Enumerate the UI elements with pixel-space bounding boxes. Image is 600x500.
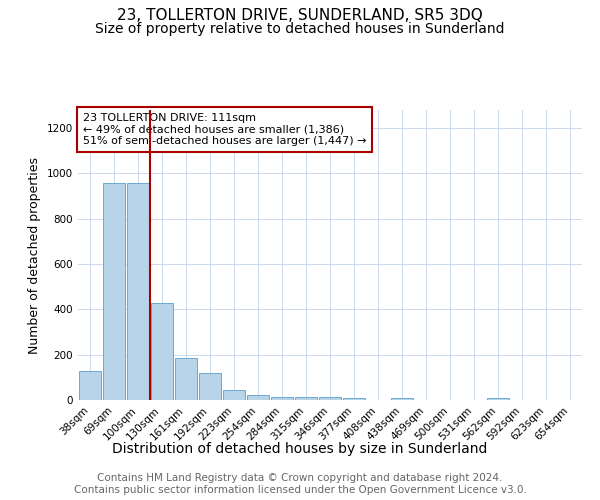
Text: 23, TOLLERTON DRIVE, SUNDERLAND, SR5 3DQ: 23, TOLLERTON DRIVE, SUNDERLAND, SR5 3DQ <box>117 8 483 22</box>
Bar <box>295 396 317 400</box>
Bar <box>175 358 197 400</box>
Text: Distribution of detached houses by size in Sunderland: Distribution of detached houses by size … <box>112 442 488 456</box>
Bar <box>127 182 149 400</box>
Bar <box>223 390 245 400</box>
Y-axis label: Number of detached properties: Number of detached properties <box>28 156 41 354</box>
Bar <box>319 396 341 400</box>
Bar <box>79 370 101 400</box>
Bar <box>391 398 413 400</box>
Bar <box>151 302 173 400</box>
Bar <box>271 396 293 400</box>
Bar <box>487 398 509 400</box>
Text: Contains HM Land Registry data © Crown copyright and database right 2024.
Contai: Contains HM Land Registry data © Crown c… <box>74 474 526 495</box>
Text: Size of property relative to detached houses in Sunderland: Size of property relative to detached ho… <box>95 22 505 36</box>
Bar <box>199 373 221 400</box>
Bar <box>247 396 269 400</box>
Bar <box>343 398 365 400</box>
Text: 23 TOLLERTON DRIVE: 111sqm
← 49% of detached houses are smaller (1,386)
51% of s: 23 TOLLERTON DRIVE: 111sqm ← 49% of deta… <box>83 113 367 146</box>
Bar <box>103 182 125 400</box>
